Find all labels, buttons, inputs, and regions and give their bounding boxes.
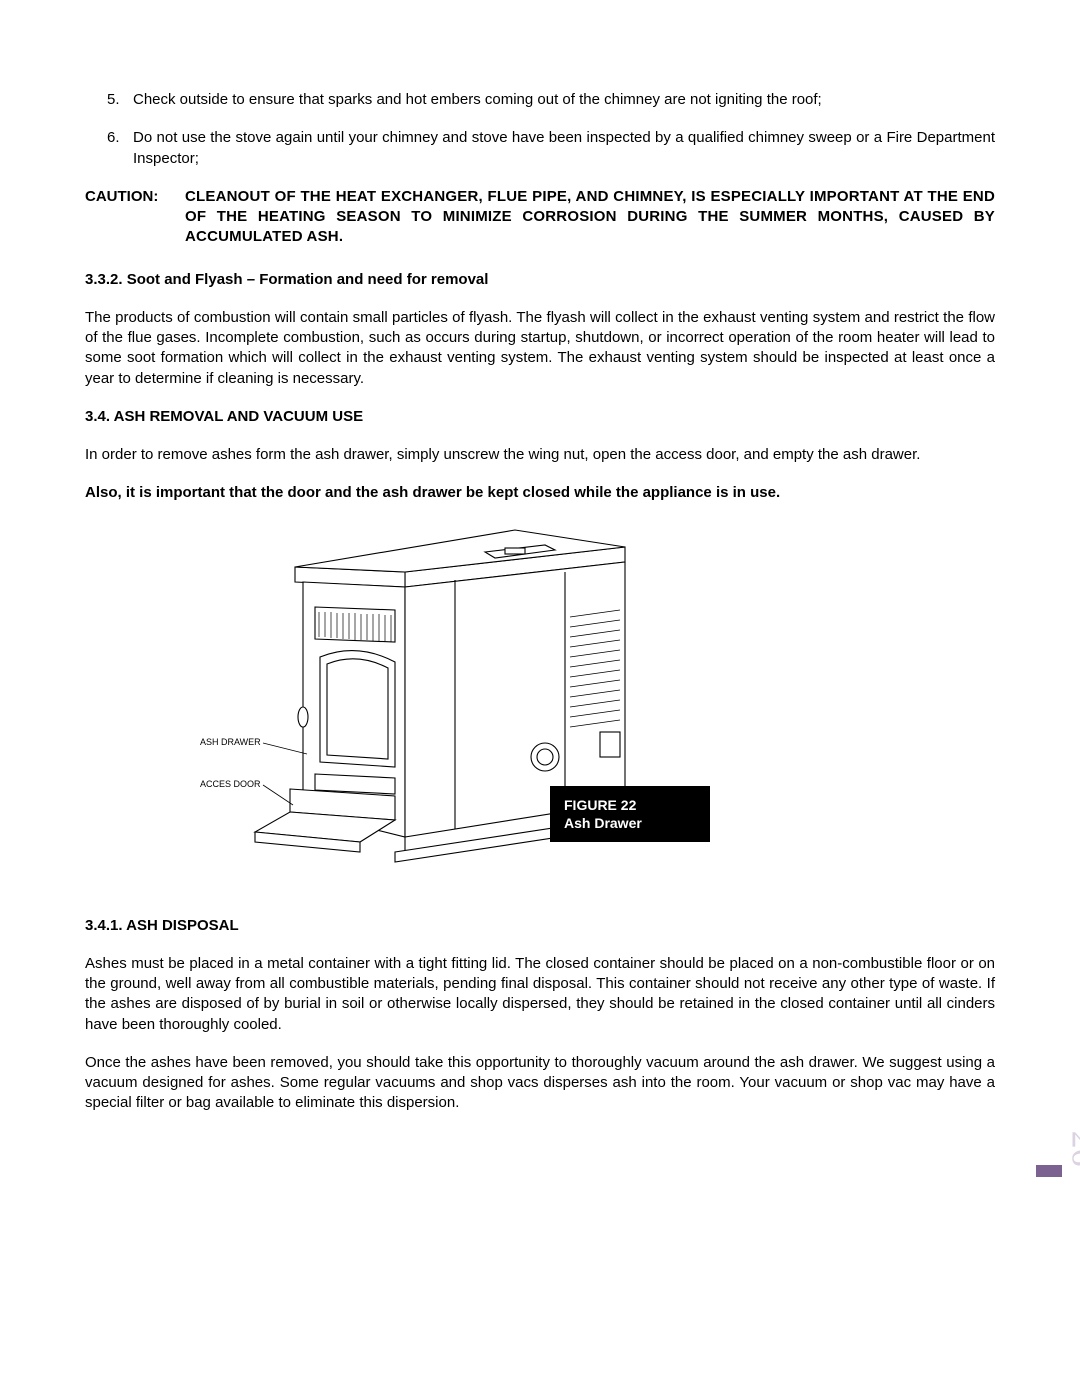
caution-text: CLEANOUT OF THE HEAT EXCHANGER, FLUE PIP… <box>185 187 995 248</box>
heading-34: 3.4. ASH REMOVAL AND VACUUM USE <box>85 407 995 427</box>
para-341a: Ashes must be placed in a metal containe… <box>85 954 995 1035</box>
list-item: 5. Check outside to ensure that sparks a… <box>85 90 995 110</box>
para-34a: In order to remove ashes form the ash dr… <box>85 445 995 465</box>
caution-block: CAUTION: CLEANOUT OF THE HEAT EXCHANGER,… <box>85 187 995 248</box>
figure-22: ASH DRAWER ACCES DOOR FIGURE 22 Ash Draw… <box>85 522 995 882</box>
callout-ash-drawer: ASH DRAWER <box>200 737 261 747</box>
heading-332: 3.3.2. Soot and Flyash – Formation and n… <box>85 270 995 290</box>
callout-access-door: ACCES DOOR <box>200 779 261 789</box>
para-341b: Once the ashes have been removed, you sh… <box>85 1053 995 1114</box>
heading-341: 3.4.1. ASH DISPOSAL <box>85 916 995 936</box>
page-accent-bar <box>1036 1165 1062 1177</box>
numbered-list: 5. Check outside to ensure that sparks a… <box>85 90 995 169</box>
list-text: Do not use the stove again until your ch… <box>133 128 995 169</box>
list-text: Check outside to ensure that sparks and … <box>133 90 995 110</box>
figure-number: FIGURE 22 <box>564 796 696 814</box>
caution-label: CAUTION: <box>85 187 185 248</box>
figure-caption: Ash Drawer <box>564 814 696 832</box>
figure-label-box: FIGURE 22 Ash Drawer <box>550 786 710 842</box>
para-34b: Also, it is important that the door and … <box>85 483 995 503</box>
list-number: 6. <box>85 128 133 169</box>
list-item: 6. Do not use the stove again until your… <box>85 128 995 169</box>
list-number: 5. <box>85 90 133 110</box>
para-332: The products of combustion will contain … <box>85 308 995 389</box>
page-number: 26 <box>1060 1131 1080 1167</box>
